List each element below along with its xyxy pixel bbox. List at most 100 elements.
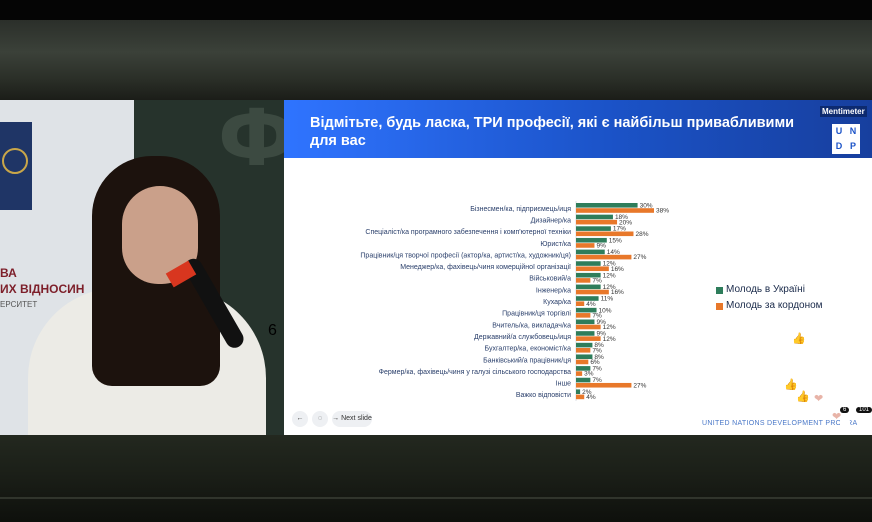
bar-ukraine (576, 237, 607, 243)
arrow-left-icon: ← (296, 415, 304, 422)
bar-abroad (576, 231, 634, 237)
bar-abroad (576, 394, 585, 400)
data-label: 9% (596, 243, 606, 250)
bar-abroad (576, 324, 601, 330)
category-label: Важко відповісти (516, 391, 571, 399)
bar-abroad (576, 301, 585, 306)
data-label: 16% (611, 289, 624, 296)
category-label: Спеціаліст/ка програмного забезпечення і… (365, 228, 571, 236)
category-label: Банківський/а працівник/ця (483, 356, 571, 364)
background-landscape-bottom (0, 435, 872, 522)
next-slide-button[interactable]: → Next slide (332, 411, 372, 427)
data-label: 12% (603, 324, 616, 331)
bar-ukraine (576, 331, 595, 336)
category-label: Фермер/ка, фахівець/чиня у галузі сільсь… (379, 368, 571, 376)
participants-icon (840, 416, 850, 428)
slide-footer: UNITED NATIONS DEVELOPMENT PROGRA (702, 420, 858, 427)
banner-text-line1: ВА (0, 266, 17, 280)
bar-ukraine (576, 319, 595, 325)
data-label: 11% (601, 296, 614, 303)
data-label: 3% (584, 371, 594, 378)
bar-abroad (576, 313, 591, 318)
undp-letter: P (849, 141, 856, 151)
category-label: Працівник/ця творчої професії (актор/ка,… (360, 251, 571, 259)
legend-item-series1: Молодь в Україні (716, 284, 823, 298)
legend-swatch (716, 303, 723, 310)
category-label: Працівник/ця торгівлі (502, 310, 571, 318)
category-label: Бухгалтер/ка, економіст/ка (485, 345, 572, 353)
legend-label: Молодь за кордоном (726, 300, 823, 311)
seal-icon (2, 148, 28, 174)
data-label: 7% (592, 366, 602, 373)
slide-header: Відмітьте, будь ласка, ТРИ професії, які… (284, 100, 872, 158)
participant-counter: 101 (856, 407, 872, 413)
data-label: 20% (619, 219, 632, 226)
category-label: Державний/а службовець/иця (474, 333, 571, 341)
bar-abroad (576, 348, 591, 353)
thumbs-up-reaction-icon: 👍 (796, 391, 810, 403)
data-label: 6% (590, 359, 600, 366)
camera-feed: Ф ВА ИХ ВІДНОСИН ЕРСИТЕТ 6 (0, 100, 284, 435)
bar-abroad (576, 289, 609, 295)
legend-label: Молодь в Україні (726, 284, 805, 295)
bar-ukraine (576, 272, 601, 278)
data-label: 8% (594, 342, 604, 349)
hint-button[interactable]: ◌ (312, 411, 328, 427)
data-label: 4% (586, 394, 596, 401)
bar-abroad (576, 371, 583, 376)
bar-ukraine (576, 214, 613, 220)
thumbs-up-reaction-icon: 👍 (792, 333, 806, 345)
bar-ukraine (576, 307, 597, 313)
data-label: 30% (640, 202, 653, 209)
category-label: Дизайнер/ка (531, 216, 571, 224)
heart-reaction-icon: ❤ (814, 393, 824, 405)
data-label: 15% (609, 237, 622, 244)
category-label: Юрист/ка (540, 241, 571, 248)
bar-ukraine (576, 354, 593, 360)
bar-ukraine (576, 226, 611, 231)
background-landscape-top (0, 20, 872, 100)
bar-ukraine (576, 261, 601, 266)
bar-abroad (576, 254, 632, 260)
bar-ukraine (576, 284, 601, 290)
data-label: 8% (594, 354, 604, 361)
bar-abroad (576, 382, 632, 388)
bar-abroad (576, 359, 589, 365)
data-label: 12% (603, 336, 616, 343)
bar-ukraine (576, 377, 591, 383)
banner-text-line3: ЕРСИТЕТ (0, 300, 38, 309)
arrow-right-icon: → (332, 415, 340, 422)
data-label: 9% (596, 331, 606, 338)
top-bar (0, 0, 872, 20)
bar-ukraine (576, 296, 599, 301)
legend-swatch (716, 287, 723, 294)
bar-ukraine (576, 249, 605, 255)
banner-glyph: Ф (218, 100, 284, 184)
presentation-slide: Відмітьте, будь ласка, ТРИ професії, які… (284, 100, 872, 435)
bar-abroad (576, 336, 601, 341)
banner-number: 6 (268, 322, 277, 339)
thumbs-up-reaction-icon: 👍 (784, 379, 798, 391)
undp-letter: U (835, 126, 843, 136)
data-label: 12% (603, 272, 616, 279)
bar-ukraine (576, 203, 638, 208)
category-label: Бізнесмен/ка, підприємець/иця (470, 205, 571, 213)
reaction-counter: 6 (840, 407, 850, 413)
data-label: 18% (615, 214, 628, 221)
bar-abroad (576, 278, 591, 283)
bar-abroad (576, 266, 609, 272)
legend-item-series2: Молодь за кордоном (716, 300, 823, 314)
data-label: 7% (592, 278, 602, 285)
data-label: 28% (635, 231, 648, 238)
chart-legend: Молодь в Україні Молодь за кордоном (716, 284, 823, 316)
lightbulb-icon: ◌ (317, 415, 323, 422)
undp-logo: U N D P (832, 124, 860, 154)
bar-chart: Бізнесмен/ка, підприємець/иця 30%38% Дизай… (360, 201, 669, 402)
university-logo (0, 122, 32, 210)
data-label: 12% (603, 261, 616, 268)
back-button[interactable]: ← (292, 411, 308, 427)
participants-icon (858, 416, 868, 428)
heart-reaction-icon: ❤ (832, 411, 842, 423)
data-label: 9% (596, 319, 606, 326)
banner-text-line2: ИХ ВІДНОСИН (0, 282, 85, 296)
